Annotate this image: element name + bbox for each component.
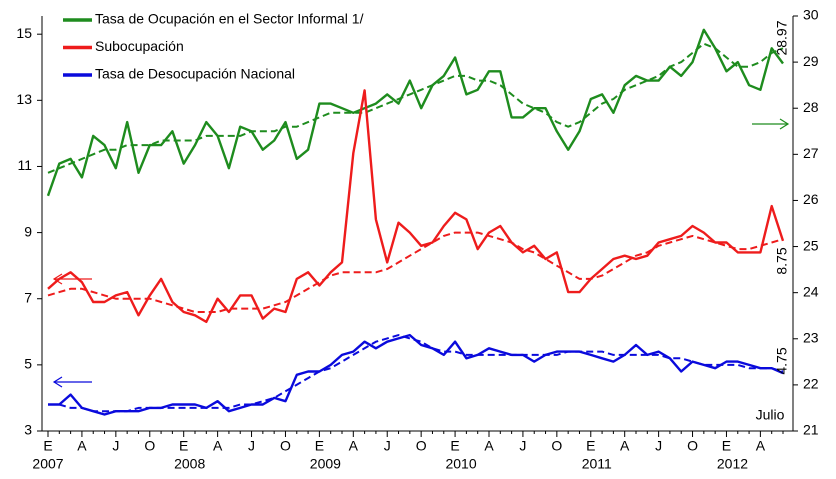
y2-tick-label: 27 <box>803 145 819 161</box>
x-tick-label: E <box>315 438 324 454</box>
x-tick-label: A <box>484 438 494 454</box>
x-tick-label: O <box>144 438 155 454</box>
y2-tick-label: 30 <box>803 7 819 23</box>
x-tick-label: J <box>384 438 391 454</box>
y2-tick-label: 28 <box>803 99 819 115</box>
x-tick-label: J <box>112 438 119 454</box>
year-label: 2011 <box>582 456 612 472</box>
arrow-green <box>752 118 790 130</box>
x-tick-label: O <box>280 438 291 454</box>
series-line <box>46 28 784 197</box>
y-tick-label: 3 <box>24 422 32 438</box>
y2-tick-label: 22 <box>803 376 819 392</box>
year-label: 2009 <box>310 456 341 472</box>
y-tick-label: 11 <box>17 157 32 173</box>
x-tick-label: A <box>756 438 766 454</box>
trend-line <box>47 42 784 174</box>
y2-tick-label: 25 <box>803 237 819 253</box>
y-tick-label: 15 <box>16 25 32 41</box>
y2-tick-label: 26 <box>803 191 819 207</box>
annotation: 28.97 <box>774 20 790 55</box>
y-tick-label: 13 <box>16 91 32 107</box>
trend-line <box>47 231 784 313</box>
arrow-blue <box>52 376 92 388</box>
year-label: 2007 <box>32 456 63 472</box>
x-tick-label: O <box>687 438 698 454</box>
legend-label: Subocupación <box>95 38 184 54</box>
y2-tick-label: 29 <box>803 53 819 69</box>
annotation: 8.75 <box>774 247 790 274</box>
series-line <box>48 333 784 416</box>
year-label: 2012 <box>717 456 748 472</box>
x-tick-label: A <box>349 438 359 454</box>
x-tick-label: E <box>179 438 188 454</box>
x-tick-label: E <box>722 438 731 454</box>
y2-tick-label: 24 <box>803 283 819 299</box>
x-tick-label: O <box>416 438 427 454</box>
legend-label: Tasa de Desocupación Nacional <box>95 66 295 82</box>
x-tick-label: E <box>586 438 595 454</box>
series-line <box>47 89 785 324</box>
x-tick-label: A <box>620 438 630 454</box>
annotation: Julio <box>756 407 785 423</box>
x-tick-label: O <box>551 438 562 454</box>
y-tick-label: 7 <box>24 289 32 305</box>
y2-tick-label: 21 <box>803 422 819 438</box>
x-tick-label: A <box>77 438 87 454</box>
legend-label: Tasa de Ocupación en el Sector Informal … <box>95 11 364 27</box>
x-tick-label: E <box>43 438 52 454</box>
y-tick-label: 5 <box>24 356 32 372</box>
x-tick-label: J <box>519 438 526 454</box>
trend-line <box>48 334 784 413</box>
year-label: 2010 <box>445 456 476 472</box>
year-label: 2008 <box>174 456 205 472</box>
annotation: 4.75 <box>774 347 790 374</box>
x-tick-label: A <box>213 438 223 454</box>
x-tick-label: J <box>248 438 255 454</box>
x-tick-label: J <box>655 438 662 454</box>
y-tick-label: 9 <box>24 223 32 239</box>
y2-tick-label: 23 <box>803 329 819 345</box>
x-tick-label: E <box>450 438 459 454</box>
